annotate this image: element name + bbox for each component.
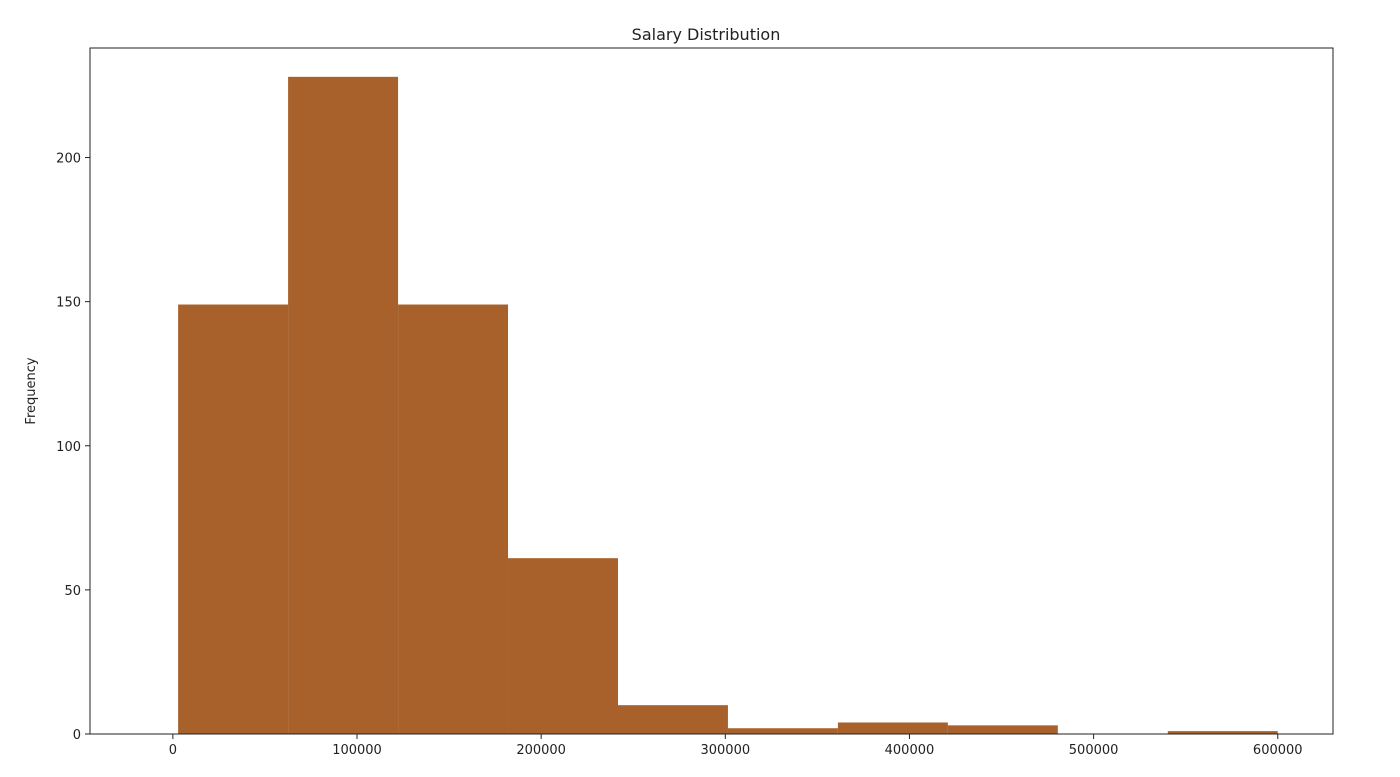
x-tick-label-0: 0 [169,743,177,758]
histogram-bar-1 [288,76,399,734]
histogram-bar-0 [178,304,289,734]
y-tick-label-1: 50 [64,584,81,599]
histogram-bar-9 [1167,731,1278,734]
histogram-bar-2 [398,304,509,734]
x-tick-label-3: 300000 [700,743,750,758]
x-tick-label-1: 100000 [332,743,382,758]
histogram-bar-4 [617,705,728,734]
x-tick-label-5: 500000 [1069,743,1119,758]
y-tick-label-0: 0 [73,728,81,743]
histogram-bar-3 [508,558,618,734]
histogram-bar-6 [837,722,948,734]
plot-area-frame [89,47,1334,735]
x-axis: 0 100000 200000 300000 400000 500000 600000 [169,734,1303,758]
histogram-bar-7 [947,725,1058,734]
y-tick-label-4: 200 [56,152,81,167]
x-tick-label-6: 600000 [1253,743,1303,758]
x-tick-label-2: 200000 [516,743,566,758]
y-axis: 0 50 100 150 200 [56,152,90,743]
bars-group [178,76,1278,734]
y-axis-label: Frequency [24,357,39,424]
y-tick-label-3: 150 [56,296,81,311]
y-tick-label-2: 100 [56,440,81,455]
x-tick-label-4: 400000 [885,743,935,758]
chart-title: Salary Distribution [632,25,781,44]
histogram-bar-5 [727,728,838,734]
